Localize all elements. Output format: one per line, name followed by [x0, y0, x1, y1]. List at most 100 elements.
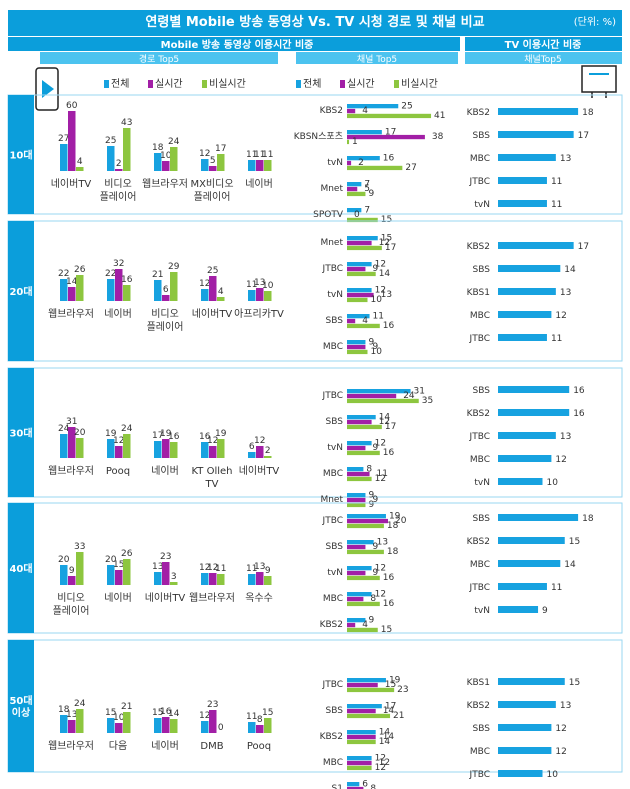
- channel-bar: [347, 514, 386, 519]
- route-bar: [76, 438, 84, 458]
- tv-bar: [498, 265, 561, 272]
- age-label: 50대: [9, 694, 32, 707]
- route-value-label: 11: [246, 712, 257, 722]
- channel-bar: [347, 165, 403, 171]
- route-bar: [264, 718, 272, 733]
- channel-value-label: 12: [379, 417, 390, 427]
- route-bar: [201, 159, 209, 171]
- chart-title: 연령별 Mobile 방송 동영상 Vs. TV 시청 경로 및 채널 비교: [145, 15, 485, 30]
- channel-bar: [347, 130, 382, 135]
- channel-value-label: 12: [375, 474, 386, 484]
- tv-bar: [498, 177, 547, 184]
- channel-legend-label: 비실시간: [401, 78, 438, 90]
- route-bar: [201, 442, 209, 458]
- tv-value-label: 10: [547, 478, 559, 488]
- tv-category-label: KBS2: [467, 108, 490, 118]
- channel-value-label: 24: [403, 391, 415, 401]
- route-category-label: 웹브라우저: [48, 740, 94, 752]
- route-value-label: 12: [207, 436, 218, 446]
- channel-value-label: 12: [375, 438, 386, 448]
- route-category-label: Pooq: [247, 741, 271, 752]
- tv-category-label: JTBC: [469, 432, 490, 442]
- channel-bar: [347, 349, 368, 355]
- route-value-label: 5: [210, 156, 216, 166]
- channel-bar: [347, 782, 360, 787]
- channel-bar: [347, 134, 425, 140]
- route-bar: [115, 269, 123, 301]
- channel-bar: [347, 156, 380, 161]
- route-value-label: 12: [199, 279, 210, 289]
- channel-bar: [347, 540, 374, 545]
- channel-subheader: 채널 Top5: [357, 54, 397, 65]
- tv-value-label: 12: [555, 311, 566, 321]
- tv-channel-subheader-bar: [465, 52, 622, 64]
- channel-bar: [347, 236, 378, 241]
- channel-value-label: 11: [373, 311, 384, 321]
- route-value-label: 6: [249, 442, 255, 452]
- channel-value-label: 15: [385, 680, 396, 690]
- tv-category-label: MBC: [470, 154, 490, 164]
- channel-bar: [347, 415, 376, 420]
- age-label: 이상: [12, 706, 31, 719]
- route-subheader-bar: [40, 52, 278, 64]
- tv-bar: [498, 154, 556, 161]
- route-bar: [107, 439, 115, 458]
- route-value-label: 12: [254, 436, 265, 446]
- route-value-label: 10: [160, 151, 172, 161]
- route-bar: [107, 279, 115, 301]
- route-bar: [256, 446, 264, 458]
- route-bar: [107, 146, 115, 171]
- channel-legend-swatch: [340, 80, 345, 88]
- tv-value-label: 16: [573, 409, 585, 419]
- channel-value-label: 17: [385, 127, 396, 137]
- route-value-label: 2: [265, 446, 271, 456]
- route-bar: [256, 572, 264, 585]
- channel-category-label: tvN: [327, 443, 343, 453]
- age-label: 40대: [9, 562, 32, 575]
- channel-bar: [347, 596, 364, 602]
- route-bar: [256, 160, 264, 171]
- tv-bar: [498, 478, 543, 485]
- route-value-label: 11: [246, 564, 257, 574]
- channel-value-label: 13: [377, 537, 388, 547]
- channel-bar: [347, 314, 370, 319]
- tv-value-label: 10: [547, 770, 559, 780]
- channel-value-label: 17: [385, 701, 396, 711]
- channel-bar: [347, 262, 372, 267]
- channel-value-label: 9: [368, 189, 374, 199]
- route-bar: [76, 709, 84, 733]
- channel-value-label: 6: [362, 779, 368, 789]
- channel-category-label: SPOTV: [313, 210, 344, 220]
- channel-category-label: SBS: [326, 316, 344, 326]
- channel-bar: [347, 160, 352, 166]
- channel-value-label: 4: [362, 620, 368, 630]
- tv-bar: [498, 537, 565, 544]
- channel-category-label: JTBC: [322, 516, 343, 526]
- channel-value-label: 25: [401, 101, 412, 111]
- route-bar: [60, 715, 68, 733]
- route-bar: [217, 297, 225, 301]
- channel-value-label: 9: [368, 615, 374, 625]
- route-category-label: TV: [205, 479, 219, 490]
- channel-value-label: 16: [383, 321, 395, 331]
- channel-bar: [347, 622, 356, 628]
- route-bar: [154, 718, 162, 733]
- channel-value-label: 16: [383, 573, 395, 583]
- tv-bar: [498, 583, 547, 590]
- route-category-label: 네이버: [151, 740, 179, 752]
- channel-bar: [347, 627, 378, 633]
- route-legend-label: 비실시간: [209, 78, 246, 90]
- channel-value-label: 12: [375, 259, 386, 269]
- channel-bar: [347, 786, 364, 789]
- route-value-label: 19: [105, 429, 117, 439]
- tv-value-label: 18: [582, 108, 594, 118]
- route-bar: [170, 719, 178, 733]
- channel-bar: [347, 493, 366, 498]
- channel-value-label: 18: [387, 547, 399, 557]
- route-value-label: 20: [74, 428, 86, 438]
- route-value-label: 16: [168, 432, 180, 442]
- tv-value-label: 11: [551, 200, 562, 210]
- route-category-label: 네이버TV: [239, 465, 280, 477]
- route-value-label: 3: [171, 572, 177, 582]
- route-bar: [76, 552, 84, 585]
